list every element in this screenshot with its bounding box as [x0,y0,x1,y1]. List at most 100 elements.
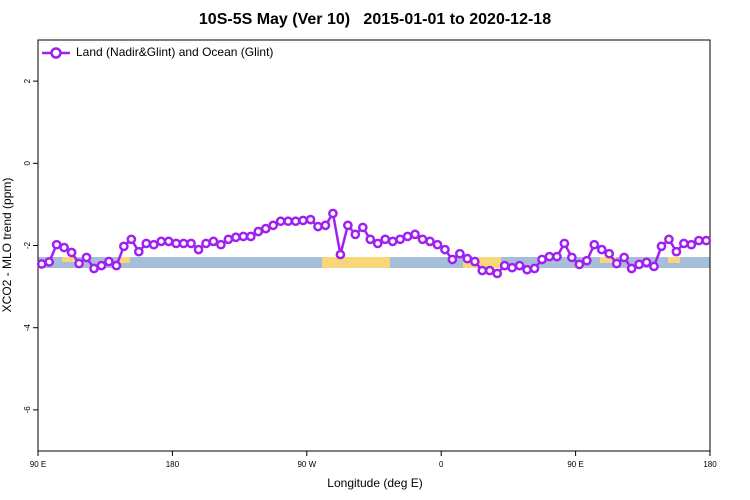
data-point [567,252,577,263]
data-point [611,258,622,269]
data-point [529,263,540,274]
data-point [51,239,62,250]
data-point [156,236,167,247]
x-tick-label: 90 E [567,460,583,469]
data-point [133,246,144,257]
data-point [574,259,585,270]
data-point [686,239,697,250]
data-point [320,220,331,231]
data-point [395,234,405,245]
data-point [507,262,517,273]
data-point [604,248,615,259]
data-point [223,234,234,245]
data-point [402,231,413,242]
land-strip [600,257,616,263]
data-point [36,259,47,269]
y-tick-label: -4 [23,324,32,332]
land-strip [463,257,501,268]
data-point [305,214,316,225]
data-point [641,257,652,268]
data-point [126,234,137,245]
y-tick-label: 2 [23,78,32,83]
data-point [313,221,323,232]
data-point [522,264,532,275]
data-point [89,263,99,274]
data-point [208,236,219,247]
data-point [462,253,473,264]
data-point [148,239,159,250]
data-point [380,234,391,245]
data-point [537,254,547,265]
y-tick-label: -2 [23,241,32,249]
data-point [350,229,361,240]
data-point [447,254,458,265]
data-point [581,255,592,266]
data-point [499,260,510,271]
data-point [619,252,629,263]
data-point [216,239,226,250]
data-point [410,229,420,240]
data-point [387,236,398,247]
data-point [81,252,92,263]
data-point [701,235,712,246]
data-point [455,248,465,259]
data-point [357,222,368,233]
data-point [283,216,293,227]
data-point [260,223,271,234]
data-point [298,215,308,226]
y-axis-label: XCO2 - MLO trend (ppm) [0,178,14,313]
data-point [171,238,181,249]
data-point [163,236,174,247]
data-point [44,257,55,267]
data-point [484,265,495,276]
data-point [477,265,488,276]
data-point [104,256,114,267]
data-point [186,238,196,249]
data-point [649,261,659,272]
data-point [290,216,301,227]
land-ocean-strip [38,257,710,268]
data-point [372,238,383,249]
y-tick-label: -6 [23,406,32,414]
data-point [552,251,562,262]
data-point [66,247,77,258]
data-point [656,241,667,252]
x-tick-label: 180 [703,460,717,469]
y-tick-label: 0 [23,161,32,166]
data-point [634,259,644,270]
data-point [469,256,480,267]
data-point [432,239,443,250]
legend-label: Land (Nadir&Glint) and Ocean (Glint) [76,45,273,59]
data-point [111,260,122,271]
data-point [365,234,376,245]
data-point [514,260,525,271]
data-point [596,244,607,255]
data-point [253,226,264,237]
land-strip [668,257,680,263]
land-strip [62,257,76,262]
data-point [178,238,189,249]
data-point [141,238,152,249]
data-point [201,238,211,249]
data-point [59,242,69,253]
data-point [492,268,503,279]
data-point [693,235,704,246]
data-point [328,208,338,219]
data-point [626,263,637,274]
chart-title: 10S-5S May (Ver 10) 2015-01-01 to 2020-1… [199,11,551,28]
data-point [245,231,256,242]
legend-marker [50,47,62,59]
data-point [343,220,353,231]
data-point [74,258,84,269]
data-point [231,232,241,243]
land-strip [120,257,130,263]
data-point [440,244,450,255]
data-point [275,216,286,227]
data-point [589,239,600,250]
data-point [671,246,682,257]
data-point [119,241,129,252]
data-point [268,220,279,231]
x-tick-label: 180 [166,460,180,469]
data-point [559,238,570,249]
